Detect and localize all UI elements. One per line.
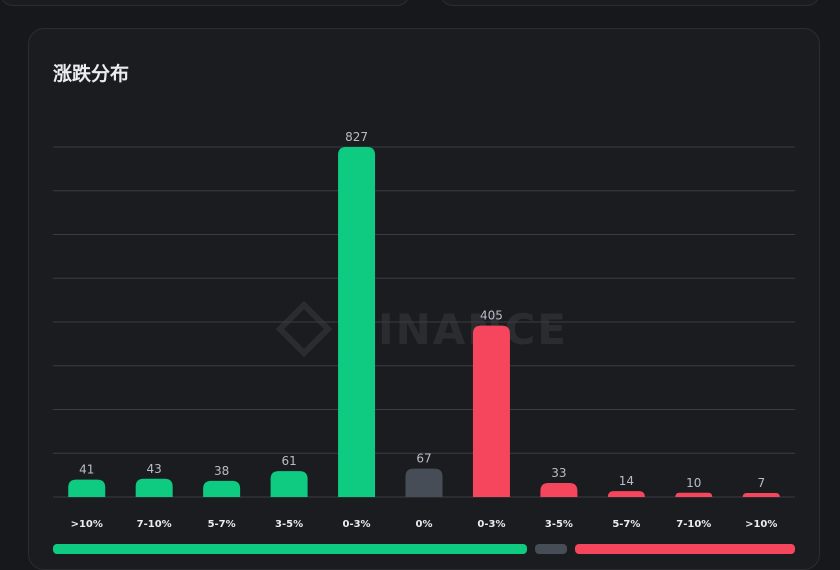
bar-up-2[interactable] <box>203 480 241 497</box>
bar-up-0[interactable] <box>68 479 106 497</box>
bar-value-label: 43 <box>147 462 162 476</box>
bar-up-3[interactable] <box>270 471 308 497</box>
top-right-card <box>440 0 820 6</box>
down-summary-bar <box>575 544 795 554</box>
bar-down-10[interactable] <box>742 493 780 497</box>
bar-up-1[interactable] <box>135 478 173 497</box>
bar-value-label: 38 <box>214 464 229 478</box>
bar-down-7[interactable] <box>540 483 578 497</box>
distribution-chart: 41 >10% 43 7-10% 38 5-7% 61 3-5% 827 0-3% 67 0% 405 0… <box>53 130 795 530</box>
card-title: 涨跌分布 <box>53 63 130 85</box>
x-tick-label: 5-7% <box>208 519 236 530</box>
bar-value-label: 827 <box>345 130 368 144</box>
x-tick-label: 0% <box>416 519 433 530</box>
bar-down-9[interactable] <box>675 492 713 497</box>
bar-value-label: 14 <box>619 474 634 488</box>
x-tick-label: 3-5% <box>275 519 303 530</box>
bar-value-label: 67 <box>416 452 431 466</box>
x-tick-label: 3-5% <box>545 519 573 530</box>
x-tick-label: 7-10% <box>137 519 172 530</box>
flat-summary-bar <box>535 544 567 554</box>
bar-down-6[interactable] <box>472 325 510 497</box>
bar-value-label: 405 <box>480 309 503 323</box>
up-summary-bar <box>53 544 527 554</box>
distribution-card: 涨跌分布 BINANCE 41 >10% 43 7-10% 38 5-7% 61 3-5% 82… <box>28 28 820 570</box>
x-tick-label: 5-7% <box>612 519 640 530</box>
bar-down-8[interactable] <box>607 491 645 497</box>
bar-value-label: 33 <box>551 466 566 480</box>
bar-flat-5[interactable] <box>405 468 443 497</box>
bar-value-label: 10 <box>686 476 701 490</box>
bar-value-label: 61 <box>281 454 296 468</box>
x-tick-label: 0-3% <box>477 519 505 530</box>
bar-up-4[interactable] <box>338 147 376 497</box>
x-tick-label: 0-3% <box>342 519 370 530</box>
top-left-card <box>0 0 410 6</box>
x-tick-label: >10% <box>71 519 103 530</box>
x-tick-label: 7-10% <box>676 519 711 530</box>
x-tick-label: >10% <box>745 519 777 530</box>
bar-value-label: 41 <box>79 463 94 477</box>
bar-value-label: 7 <box>757 476 765 490</box>
